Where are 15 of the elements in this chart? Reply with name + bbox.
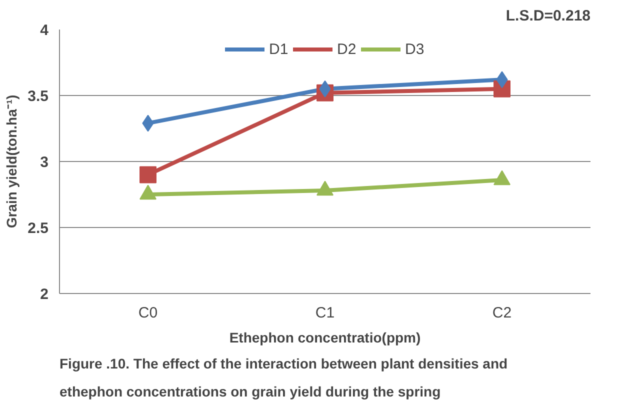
x-tick-label: C1: [315, 304, 335, 322]
legend-label: D3: [405, 40, 425, 58]
y-tick-label: 4: [40, 22, 50, 39]
y-tick-label: 3.5: [28, 88, 49, 105]
text: Figure .10. The effect of the interaction between plant densities and ethephon concentrations on grain yield during the spring: [60, 356, 508, 400]
y-tick-label: 2: [40, 286, 48, 303]
legend-label: D1: [269, 40, 289, 58]
legend-label: D2: [337, 40, 357, 58]
x-tick-label: C2: [492, 304, 512, 322]
y-tick-label: 3: [40, 154, 48, 171]
x-axis-title: Ethephon concentratio(ppm): [229, 330, 421, 346]
y-axis-title: Grain yield(ton.ha⁻¹): [4, 94, 20, 228]
y-tick-label: 2.5: [28, 220, 49, 237]
x-tick-label: C0: [138, 304, 158, 322]
text: L.S.D=0.218: [506, 8, 591, 24]
